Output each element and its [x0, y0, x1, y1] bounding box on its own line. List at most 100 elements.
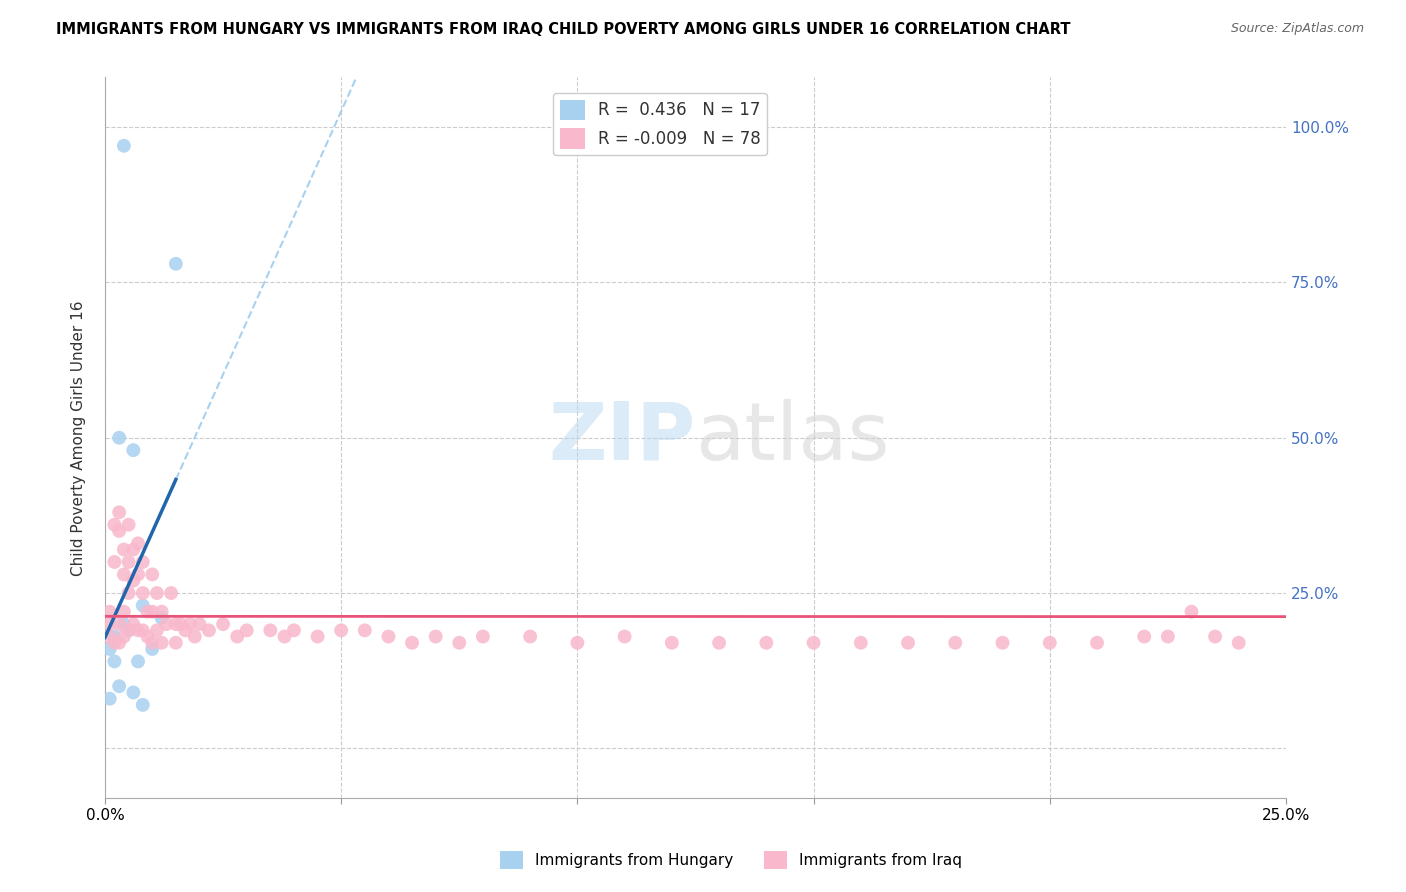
Point: [235, 624, 257, 638]
Point: [103, 636, 125, 650]
Point: [613, 630, 636, 644]
Text: ZIP: ZIP: [548, 399, 696, 476]
Point: [117, 517, 139, 532]
Point: [141, 567, 163, 582]
Point: [1157, 630, 1180, 644]
Point: [108, 679, 131, 693]
Point: [179, 617, 201, 632]
Point: [132, 698, 155, 712]
Point: [165, 636, 187, 650]
Point: [112, 605, 135, 619]
Point: [117, 624, 139, 638]
Point: [150, 605, 173, 619]
Point: [103, 517, 125, 532]
Point: [112, 138, 135, 153]
Point: [471, 630, 494, 644]
Point: [1039, 636, 1062, 650]
Point: [150, 611, 173, 625]
Legend: R =  0.436   N = 17, R = -0.009   N = 78: R = 0.436 N = 17, R = -0.009 N = 78: [553, 93, 768, 155]
Point: [259, 624, 281, 638]
Point: [122, 574, 145, 588]
Point: [401, 636, 423, 650]
Point: [1133, 630, 1156, 644]
Point: [117, 555, 139, 569]
Point: [330, 624, 353, 638]
Point: [127, 654, 149, 668]
Point: [108, 617, 131, 632]
Point: [160, 586, 183, 600]
Point: [127, 567, 149, 582]
Point: [112, 630, 135, 644]
Point: [141, 636, 163, 650]
Point: [127, 536, 149, 550]
Text: IMMIGRANTS FROM HUNGARY VS IMMIGRANTS FROM IRAQ CHILD POVERTY AMONG GIRLS UNDER : IMMIGRANTS FROM HUNGARY VS IMMIGRANTS FR…: [56, 22, 1071, 37]
Point: [283, 624, 305, 638]
Point: [103, 555, 125, 569]
Point: [117, 624, 139, 638]
Point: [1227, 636, 1250, 650]
Point: [943, 636, 966, 650]
Point: [141, 605, 163, 619]
Point: [132, 599, 155, 613]
Point: [112, 617, 135, 632]
Point: [273, 630, 295, 644]
Point: [146, 624, 169, 638]
Text: atlas: atlas: [696, 399, 890, 476]
Point: [98, 642, 121, 657]
Point: [307, 630, 329, 644]
Point: [141, 642, 163, 657]
Point: [122, 443, 145, 458]
Point: [226, 630, 249, 644]
Point: [425, 630, 447, 644]
Point: [117, 586, 139, 600]
Y-axis label: Child Poverty Among Girls Under 16: Child Poverty Among Girls Under 16: [72, 300, 86, 575]
Point: [132, 624, 155, 638]
Point: [519, 630, 541, 644]
Point: [136, 605, 159, 619]
Point: [122, 617, 145, 632]
Point: [377, 630, 399, 644]
Point: [169, 617, 191, 632]
Point: [198, 624, 221, 638]
Point: [112, 542, 135, 557]
Point: [98, 630, 121, 644]
Point: [98, 617, 121, 632]
Point: [212, 617, 235, 632]
Point: [174, 624, 197, 638]
Point: [150, 636, 173, 650]
Point: [1180, 605, 1202, 619]
Point: [108, 524, 131, 538]
Point: [1204, 630, 1226, 644]
Point: [103, 654, 125, 668]
Point: [146, 586, 169, 600]
Point: [108, 505, 131, 519]
Point: [155, 617, 177, 632]
Point: [803, 636, 825, 650]
Point: [136, 630, 159, 644]
Point: [897, 636, 920, 650]
Point: [849, 636, 872, 650]
Point: [991, 636, 1014, 650]
Point: [1085, 636, 1108, 650]
Point: [103, 630, 125, 644]
Point: [112, 567, 135, 582]
Point: [567, 636, 589, 650]
Point: [707, 636, 730, 650]
Point: [184, 630, 207, 644]
Point: [108, 431, 131, 445]
Point: [188, 617, 211, 632]
Point: [127, 624, 149, 638]
Point: [165, 617, 187, 632]
Point: [755, 636, 778, 650]
Point: [122, 542, 145, 557]
Point: [122, 685, 145, 699]
Point: [661, 636, 683, 650]
Point: [98, 605, 121, 619]
Point: [449, 636, 471, 650]
Text: Source: ZipAtlas.com: Source: ZipAtlas.com: [1230, 22, 1364, 36]
Point: [108, 636, 131, 650]
Point: [132, 555, 155, 569]
Point: [98, 691, 121, 706]
Legend: Immigrants from Hungary, Immigrants from Iraq: Immigrants from Hungary, Immigrants from…: [494, 845, 969, 875]
Point: [353, 624, 375, 638]
